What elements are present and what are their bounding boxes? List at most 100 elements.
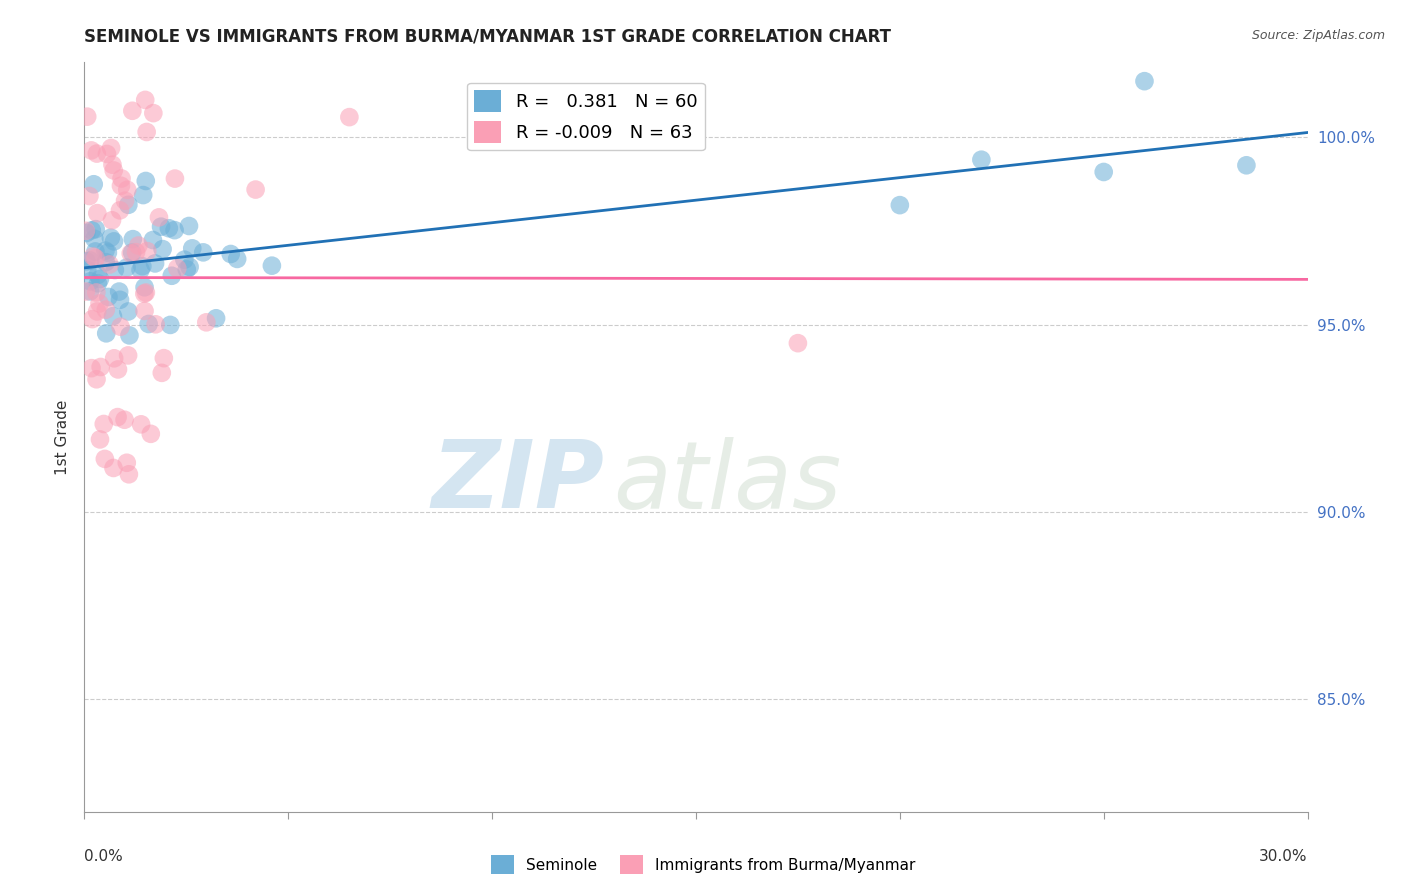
Point: [219, 247, 242, 261]
Point: [108, 293, 131, 307]
Point: [103, 461, 125, 475]
Point: [75, 224, 97, 238]
Point: [134, 280, 156, 294]
Point: [101, 158, 124, 172]
Point: [970, 153, 993, 167]
Point: [129, 417, 152, 432]
Point: [84, 251, 107, 265]
Point: [96, 326, 118, 341]
Legend: R =   0.381   N = 60, R = -0.009   N = 63: R = 0.381 N = 60, R = -0.009 N = 63: [467, 83, 704, 150]
Point: [145, 318, 167, 332]
Point: [163, 171, 186, 186]
Point: [83, 178, 105, 192]
Point: [80, 144, 103, 158]
Point: [181, 241, 204, 255]
Point: [89, 296, 111, 310]
Point: [76, 110, 98, 124]
Point: [157, 221, 180, 235]
Point: [79, 285, 101, 299]
Point: [134, 304, 156, 318]
Point: [117, 183, 139, 197]
Point: [179, 260, 201, 274]
Point: [108, 203, 131, 218]
Point: [129, 262, 152, 277]
Point: [205, 311, 228, 326]
Point: [118, 467, 141, 482]
Point: [134, 93, 156, 107]
Point: [83, 232, 105, 246]
Point: [150, 219, 173, 234]
Point: [138, 317, 160, 331]
Point: [131, 259, 153, 273]
Point: [125, 245, 148, 260]
Point: [107, 362, 129, 376]
Text: 0.0%: 0.0%: [84, 849, 124, 864]
Point: [195, 315, 218, 329]
Point: [787, 336, 810, 351]
Text: 30.0%: 30.0%: [1260, 849, 1308, 864]
Text: atlas: atlas: [613, 436, 841, 527]
Point: [163, 223, 186, 237]
Point: [89, 272, 111, 286]
Point: [148, 211, 170, 225]
Point: [160, 268, 183, 283]
Point: [143, 256, 166, 270]
Point: [87, 268, 110, 282]
Point: [84, 222, 107, 236]
Point: [1236, 158, 1258, 172]
Point: [260, 259, 283, 273]
Point: [80, 223, 103, 237]
Point: [115, 260, 138, 275]
Point: [75, 285, 97, 299]
Point: [104, 263, 127, 277]
Point: [127, 238, 149, 252]
Point: [1092, 165, 1115, 179]
Point: [121, 245, 143, 260]
Point: [79, 274, 101, 288]
Point: [176, 262, 198, 277]
Point: [101, 309, 124, 323]
Point: [177, 219, 200, 233]
Point: [75, 254, 97, 268]
Point: [193, 245, 215, 260]
Point: [110, 178, 132, 193]
Point: [120, 246, 142, 260]
Point: [86, 206, 108, 220]
Point: [152, 242, 174, 256]
Point: [1133, 74, 1156, 88]
Point: [136, 244, 159, 258]
Point: [117, 304, 139, 318]
Point: [153, 351, 176, 366]
Legend: Seminole, Immigrants from Burma/Myanmar: Seminole, Immigrants from Burma/Myanmar: [485, 849, 921, 880]
Point: [97, 290, 120, 304]
Y-axis label: 1st Grade: 1st Grade: [55, 400, 70, 475]
Point: [135, 285, 157, 300]
Point: [150, 366, 173, 380]
Point: [114, 194, 136, 208]
Point: [103, 235, 125, 249]
Point: [173, 252, 195, 267]
Text: Source: ZipAtlas.com: Source: ZipAtlas.com: [1251, 29, 1385, 42]
Point: [86, 146, 108, 161]
Point: [90, 359, 112, 374]
Point: [86, 372, 108, 386]
Point: [79, 253, 101, 268]
Point: [139, 426, 162, 441]
Point: [135, 125, 157, 139]
Point: [79, 189, 101, 203]
Point: [103, 163, 125, 178]
Point: [86, 304, 108, 318]
Point: [101, 213, 124, 227]
Point: [82, 312, 104, 326]
Point: [118, 328, 141, 343]
Point: [93, 417, 115, 431]
Point: [108, 285, 131, 299]
Point: [889, 198, 911, 212]
Point: [94, 302, 117, 317]
Point: [80, 361, 103, 376]
Text: ZIP: ZIP: [432, 436, 605, 528]
Point: [134, 286, 156, 301]
Point: [117, 198, 139, 212]
Point: [84, 244, 107, 259]
Point: [107, 410, 129, 425]
